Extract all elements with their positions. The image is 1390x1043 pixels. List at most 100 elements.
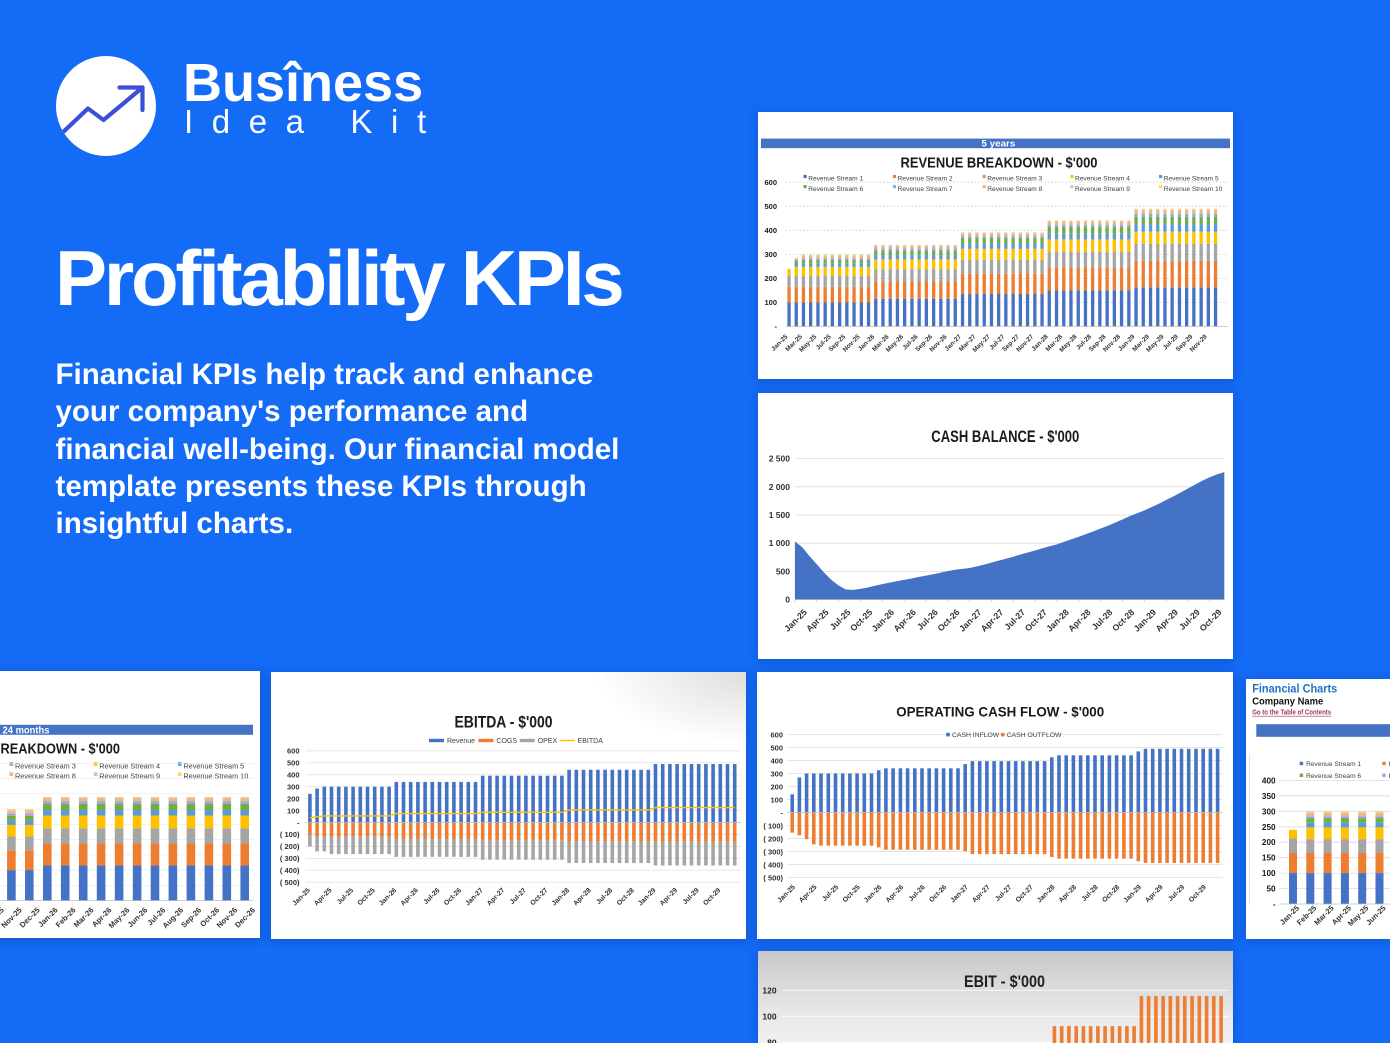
svg-text:EBIT - $'000: EBIT - $'000 <box>964 972 1045 991</box>
svg-text:CASH OUTFLOW: CASH OUTFLOW <box>1007 732 1062 739</box>
svg-text:CASH BALANCE - $'000: CASH BALANCE - $'000 <box>931 427 1079 446</box>
svg-text:REVENUE BREAKDOWN - $'000: REVENUE BREAKDOWN - $'000 <box>0 742 120 758</box>
svg-text:300: 300 <box>764 250 777 259</box>
svg-text:200: 200 <box>770 782 783 791</box>
svg-text:Financial Charts: Financial Charts <box>1252 684 1337 696</box>
svg-text:400: 400 <box>770 756 783 765</box>
svg-text:24 months: 24 months <box>3 725 51 736</box>
svg-text:Apr-27: Apr-27 <box>979 607 1006 634</box>
svg-text:Apr-29: Apr-29 <box>1153 607 1180 634</box>
svg-text:0: 0 <box>785 595 790 605</box>
svg-text:300: 300 <box>1262 807 1276 816</box>
svg-text:-: - <box>1273 900 1276 909</box>
svg-text:( 400): ( 400) <box>763 860 783 869</box>
svg-text:Oct-29: Oct-29 <box>1188 884 1208 904</box>
svg-text:Oct-27: Oct-27 <box>1023 607 1049 633</box>
svg-text:Jan-26: Jan-26 <box>863 884 884 905</box>
svg-text:1 000: 1 000 <box>769 538 791 548</box>
svg-text:1 500: 1 500 <box>769 510 791 520</box>
svg-text:CASH INFLOW: CASH INFLOW <box>952 732 1000 739</box>
svg-text:400: 400 <box>1262 776 1276 785</box>
svg-text:Jan-26: Jan-26 <box>870 607 897 634</box>
svg-text:Revenue Stream 8: Revenue Stream 8 <box>15 772 76 781</box>
svg-text:( 100): ( 100) <box>763 821 783 830</box>
svg-text:Revenue Stream 2: Revenue Stream 2 <box>898 176 953 183</box>
svg-text:Go to the Table of Contents: Go to the Table of Contents <box>1252 708 1331 717</box>
svg-text:Revenue Stream 7: Revenue Stream 7 <box>898 186 953 193</box>
svg-text:600: 600 <box>770 730 783 739</box>
svg-text:Sep-26: Sep-26 <box>179 906 203 930</box>
svg-text:R: R <box>1389 761 1390 768</box>
svg-text:Oct-27: Oct-27 <box>1015 884 1035 904</box>
svg-text:2 500: 2 500 <box>769 454 791 464</box>
svg-text:120: 120 <box>762 985 776 995</box>
svg-text:( 200): ( 200) <box>763 834 783 843</box>
svg-text:Apr-29: Apr-29 <box>1144 884 1165 905</box>
svg-text:500: 500 <box>764 202 777 211</box>
svg-text:100: 100 <box>1262 869 1276 878</box>
svg-text:Revenue Stream 4: Revenue Stream 4 <box>99 761 160 770</box>
svg-text:Revenue Stream 6: Revenue Stream 6 <box>808 186 863 193</box>
svg-text:Jan-28: Jan-28 <box>1044 607 1071 634</box>
svg-text:Revenue Stream 3: Revenue Stream 3 <box>15 761 76 770</box>
svg-text:Apr-28: Apr-28 <box>1066 607 1093 634</box>
svg-text:600: 600 <box>764 178 777 187</box>
svg-text:Dec-26: Dec-26 <box>233 906 257 930</box>
svg-text:Revenue Stream 6: Revenue Stream 6 <box>1306 773 1361 780</box>
svg-text:Revenue Stream 3: Revenue Stream 3 <box>987 176 1042 183</box>
svg-text:400: 400 <box>764 226 777 235</box>
svg-text:150: 150 <box>1262 854 1276 863</box>
svg-text:Apr-25: Apr-25 <box>798 884 819 905</box>
svg-text:Jun-25: Jun-25 <box>1364 904 1387 927</box>
svg-text:500: 500 <box>776 566 790 576</box>
svg-text:Jan-25: Jan-25 <box>777 884 798 905</box>
svg-text:50: 50 <box>1266 885 1276 894</box>
svg-text:Jul-26: Jul-26 <box>908 884 927 903</box>
svg-text:100: 100 <box>762 1012 776 1022</box>
svg-text:Jan-27: Jan-27 <box>957 607 984 634</box>
svg-text:-: - <box>775 322 778 331</box>
svg-text:Revenue Stream 8: Revenue Stream 8 <box>987 186 1042 193</box>
svg-text:R: R <box>1389 773 1390 780</box>
svg-text:Apr-27: Apr-27 <box>971 884 992 905</box>
svg-text:Apr-28: Apr-28 <box>1058 884 1079 905</box>
svg-text:Jan-29: Jan-29 <box>1132 607 1159 634</box>
svg-text:Revenue Stream 10: Revenue Stream 10 <box>1164 186 1223 193</box>
svg-text:300: 300 <box>770 769 783 778</box>
svg-text:Apr-26: Apr-26 <box>891 607 918 634</box>
svg-text:500: 500 <box>770 743 783 752</box>
svg-text:5 years: 5 years <box>981 138 1015 149</box>
svg-text:Apr-26: Apr-26 <box>885 884 906 905</box>
svg-text:Oct-29: Oct-29 <box>1197 607 1223 633</box>
svg-text:Jul-28: Jul-28 <box>1081 884 1100 903</box>
svg-text:Jul-25: Jul-25 <box>821 884 840 903</box>
svg-text:( 500): ( 500) <box>763 873 783 882</box>
svg-text:Oct-25: Oct-25 <box>848 607 874 633</box>
svg-text:Oct-28: Oct-28 <box>1101 884 1121 904</box>
svg-text:250: 250 <box>1262 823 1276 832</box>
svg-text:OPERATING CASH FLOW - $'000: OPERATING CASH FLOW - $'000 <box>896 703 1104 719</box>
svg-text:Jan-27: Jan-27 <box>950 884 971 905</box>
svg-text:Jan-25: Jan-25 <box>782 607 809 634</box>
svg-text:Jun-26: Jun-26 <box>126 906 150 930</box>
svg-text:200: 200 <box>764 274 777 283</box>
svg-text:Revenue Stream 10: Revenue Stream 10 <box>183 772 248 781</box>
svg-text:100: 100 <box>770 795 783 804</box>
svg-text:-: - <box>781 808 784 817</box>
svg-text:350: 350 <box>1262 792 1276 801</box>
svg-text:Oct-26: Oct-26 <box>935 607 961 633</box>
svg-text:80: 80 <box>767 1038 777 1043</box>
svg-text:Revenue Stream 4: Revenue Stream 4 <box>1075 176 1130 183</box>
svg-text:Revenue Stream 9: Revenue Stream 9 <box>99 772 160 781</box>
svg-text:200: 200 <box>1262 838 1276 847</box>
svg-text:Oct-25: Oct-25 <box>842 884 862 904</box>
svg-text:2 000: 2 000 <box>769 482 791 492</box>
svg-text:Oct-26: Oct-26 <box>928 884 948 904</box>
svg-text:Oct-28: Oct-28 <box>1110 607 1136 633</box>
svg-text:Jan-29: Jan-29 <box>1123 884 1144 905</box>
svg-text:Revenue Stream 9: Revenue Stream 9 <box>1075 186 1130 193</box>
svg-text:( 300): ( 300) <box>763 847 783 856</box>
svg-text:Revenue Stream 1: Revenue Stream 1 <box>1306 761 1361 768</box>
svg-text:Jul-27: Jul-27 <box>994 884 1013 903</box>
svg-text:Jul-29: Jul-29 <box>1167 884 1186 903</box>
